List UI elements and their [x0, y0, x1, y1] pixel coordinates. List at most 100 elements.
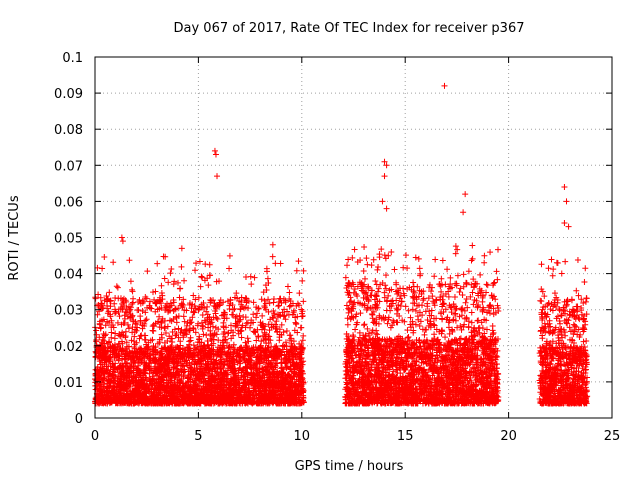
data-point — [300, 267, 307, 274]
data-point — [295, 258, 302, 265]
data-point — [251, 274, 258, 281]
data-point — [242, 273, 249, 280]
data-point — [105, 339, 112, 346]
data-point — [220, 319, 227, 326]
data-point — [454, 246, 461, 253]
data-point — [206, 261, 213, 268]
data-point — [233, 290, 240, 297]
data-point — [158, 282, 165, 289]
data-point — [388, 248, 395, 255]
data-point — [198, 273, 205, 280]
data-point — [129, 286, 136, 293]
data-point — [283, 365, 290, 372]
data-point — [195, 294, 202, 301]
data-point — [190, 324, 197, 331]
data-point — [258, 296, 265, 303]
data-point — [110, 259, 117, 266]
data-point — [293, 321, 300, 328]
data-point — [300, 298, 307, 305]
data-point — [298, 313, 305, 320]
data-point — [175, 325, 182, 332]
data-point — [264, 275, 271, 282]
data-point — [230, 306, 237, 313]
data-point — [111, 335, 118, 342]
data-point — [178, 263, 185, 270]
data-point — [135, 306, 142, 313]
data-point — [129, 288, 136, 295]
data-point — [126, 257, 133, 264]
data-point — [275, 303, 282, 310]
data-point — [144, 268, 151, 275]
data-point — [404, 327, 411, 334]
data-point — [415, 255, 422, 262]
data-point — [445, 293, 452, 300]
data-point — [146, 370, 153, 377]
data-point — [177, 285, 184, 292]
data-point — [114, 284, 121, 291]
data-point — [481, 252, 488, 259]
data-point — [96, 334, 103, 341]
data-point — [139, 308, 146, 315]
data-point — [171, 278, 178, 285]
data-point — [167, 270, 174, 277]
data-point — [296, 290, 303, 297]
data-point — [286, 332, 293, 339]
data-point — [147, 305, 154, 312]
data-point — [93, 336, 100, 343]
data-point — [95, 291, 102, 298]
data-point — [280, 342, 287, 349]
data-points — [92, 82, 591, 407]
data-point — [142, 309, 149, 316]
data-point — [101, 254, 108, 261]
data-point — [174, 279, 181, 286]
data-point — [181, 277, 188, 284]
data-point — [192, 267, 199, 274]
data-point — [238, 334, 245, 341]
data-point — [106, 289, 113, 296]
data-point — [149, 327, 156, 334]
data-point — [270, 299, 277, 306]
data-point — [129, 300, 136, 307]
data-point — [248, 281, 255, 288]
data-point — [202, 261, 209, 268]
data-point — [150, 327, 157, 334]
data-point — [253, 314, 260, 321]
data-point — [298, 324, 305, 331]
data-point — [187, 337, 194, 344]
data-point — [492, 296, 499, 303]
data-point — [127, 278, 134, 285]
data-point — [116, 313, 123, 320]
data-point — [181, 318, 188, 325]
data-point — [168, 266, 175, 273]
data-point — [142, 294, 149, 301]
data-point — [277, 260, 284, 267]
data-point — [286, 289, 293, 296]
data-point — [180, 296, 187, 303]
data-point — [142, 336, 149, 343]
data-point — [469, 255, 476, 262]
data-point — [250, 311, 257, 318]
data-point — [481, 259, 488, 266]
data-point — [199, 312, 206, 319]
data-point — [263, 265, 270, 272]
data-point — [226, 252, 233, 259]
data-point — [161, 275, 168, 282]
data-point — [299, 277, 306, 284]
data-point — [161, 325, 168, 332]
data-point — [293, 267, 300, 274]
data-point — [242, 314, 249, 321]
data-point — [272, 260, 279, 267]
chart-title: Day 067 of 2017, Rate Of TEC Index for r… — [174, 21, 525, 36]
data-point — [197, 283, 204, 290]
data-point — [154, 260, 161, 267]
data-point — [269, 253, 276, 260]
data-point — [231, 294, 238, 301]
data-point — [172, 306, 179, 313]
data-point — [165, 279, 172, 286]
data-point — [164, 323, 171, 330]
data-point — [259, 312, 266, 319]
data-point — [199, 274, 206, 281]
data-point — [284, 283, 291, 290]
data-point — [226, 265, 233, 272]
